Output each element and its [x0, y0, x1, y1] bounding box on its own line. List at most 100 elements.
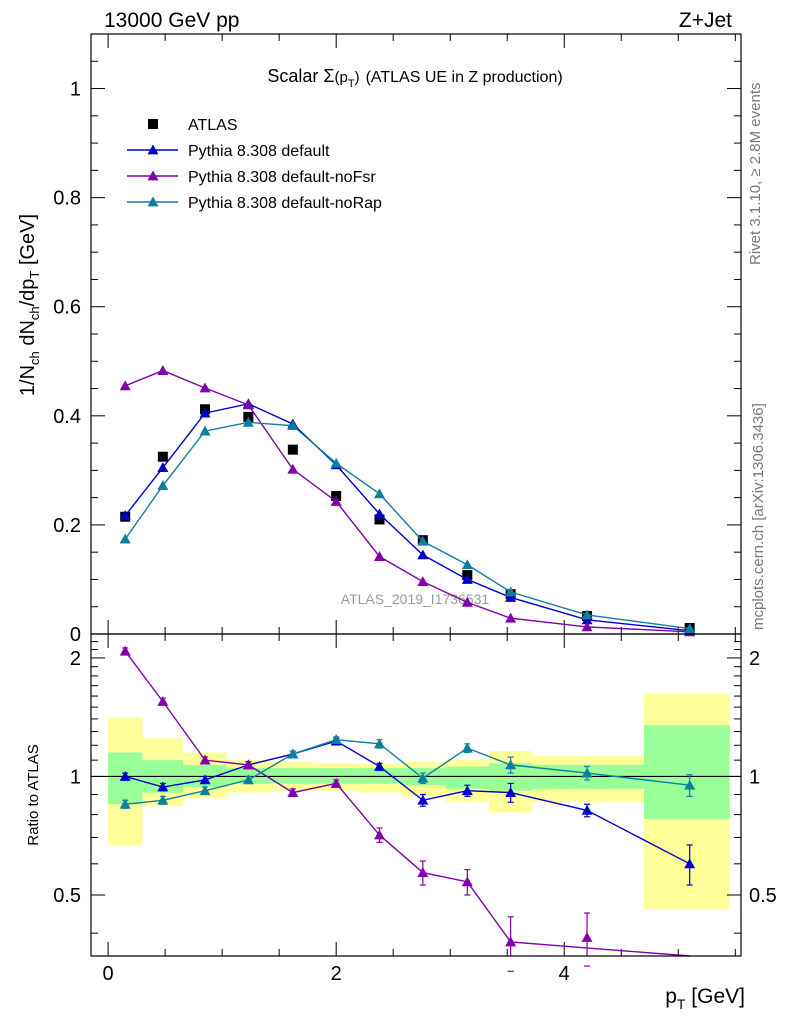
- main-series-marker: [374, 488, 386, 499]
- x-tick-label: 2: [331, 963, 342, 985]
- ratio-series-marker: [242, 759, 254, 770]
- ratio-series-marker: [119, 770, 131, 781]
- ratio-plot-frame: [90, 633, 742, 957]
- main-series-marker: [581, 609, 593, 620]
- ratio-series-marker: [581, 767, 593, 778]
- main-series-marker: [287, 420, 299, 431]
- legend-marker: [147, 170, 159, 181]
- main-series-marker: [157, 480, 169, 491]
- chart-title: Scalar Σ(pT) (ATLAS UE in Z production): [267, 66, 562, 90]
- legend-marker: [147, 144, 159, 155]
- ratio-series-marker: [505, 759, 517, 770]
- ratio-series-marker: [199, 754, 211, 765]
- main-series-marker: [157, 462, 169, 473]
- ratio-series-marker: [330, 777, 342, 788]
- ratio-y-axis-label: Ratio to ATLAS: [25, 744, 42, 845]
- ratio-series-marker: [157, 794, 169, 805]
- main-series-marker: [461, 559, 473, 570]
- atlas-data-point: [374, 514, 385, 525]
- main-series-marker: [374, 551, 386, 561]
- ratio-series-marker: [330, 734, 342, 745]
- legend-label: Pythia 8.308 default-noFsr: [188, 169, 376, 186]
- main-series-line: [124, 421, 690, 630]
- ratio-series-marker: [119, 798, 131, 809]
- title-prefix: Scalar: [267, 66, 323, 86]
- main-series-marker: [199, 382, 211, 393]
- ratio-series-line: [125, 740, 691, 865]
- main-y-tick-label: 0.2: [53, 515, 81, 537]
- title-arg-close: ): [355, 69, 360, 86]
- main-series-marker: [242, 399, 254, 410]
- title-sigma: Σ: [323, 66, 334, 86]
- main-series-marker: [684, 623, 696, 633]
- ratio-band-green: [644, 725, 730, 819]
- atlas-data-point: [157, 451, 168, 462]
- main-series-marker: [119, 510, 131, 521]
- ratio-series-marker: [417, 794, 429, 805]
- main-series-line: [124, 369, 690, 633]
- ratio-series-marker: [684, 858, 696, 869]
- ratio-series-marker: [505, 787, 517, 797]
- main-series-marker: [330, 457, 342, 468]
- ratio-series-marker: [119, 645, 131, 656]
- header-collision-label: 13000 GeV pp: [104, 9, 239, 32]
- ratio-series-marker: [157, 695, 169, 706]
- main-series-marker: [505, 591, 517, 602]
- main-series-marker: [157, 365, 169, 375]
- main-series-marker: [417, 535, 429, 546]
- main-series-marker: [417, 576, 429, 587]
- main-y-tick-label: 0: [70, 624, 81, 646]
- legend-label: ATLAS: [188, 117, 238, 134]
- ratio-y-tick-label-right: 2: [749, 648, 760, 670]
- ratio-series-marker: [581, 804, 593, 815]
- ratio-series-marker: [157, 781, 169, 792]
- legend-marker: [147, 196, 159, 207]
- legend-label: Pythia 8.308 default: [188, 143, 330, 160]
- main-series-marker: [199, 407, 211, 418]
- title-arg-open: (p: [334, 69, 347, 86]
- title-suffix: (ATLAS UE in Z production): [366, 69, 563, 86]
- atlas-data-point: [287, 444, 298, 455]
- main-series-marker: [287, 463, 299, 474]
- ratio-series-marker: [374, 760, 386, 771]
- ratio-band-green: [314, 768, 358, 784]
- ratio-series-marker: [581, 931, 593, 942]
- ratio-series-marker: [461, 876, 473, 887]
- main-y-tick-label: 0.8: [53, 188, 81, 210]
- legend-marker-atlas: [148, 119, 158, 129]
- ratio-y-tick-label-right: 1: [749, 766, 760, 788]
- main-series-marker: [199, 425, 211, 436]
- ratio-y-tick-label: 2: [70, 648, 81, 670]
- ratio-band-green: [357, 768, 402, 784]
- main-series-marker: [417, 549, 429, 560]
- main-series-layer: [119, 365, 696, 637]
- ratio-series-marker: [287, 748, 299, 759]
- ratio-axis-ticks: 0.5 0.5 1 1 2 2 0 2 4: [53, 634, 777, 985]
- ratio-series-layer: [119, 645, 696, 972]
- x-tick-label: 0: [103, 963, 114, 985]
- main-series-marker: [461, 596, 473, 607]
- ratio-series-marker: [461, 742, 473, 753]
- main-series-marker: [119, 380, 131, 391]
- legend-label: Pythia 8.308 default-noRap: [188, 195, 382, 212]
- ratio-y-tick-label: 0.5: [53, 885, 81, 907]
- ratio-series-marker: [199, 785, 211, 796]
- ratio-series-marker: [199, 774, 211, 785]
- main-series-marker: [242, 416, 254, 427]
- main-series-marker: [581, 621, 593, 632]
- ratio-band-green: [270, 768, 315, 784]
- main-series-marker: [461, 573, 473, 584]
- main-series-marker: [505, 586, 517, 597]
- ratio-series-marker: [242, 774, 254, 785]
- main-series-marker: [374, 508, 386, 519]
- main-series-marker: [505, 612, 517, 623]
- main-series-marker: [119, 533, 131, 544]
- x-tick-label: 4: [559, 963, 570, 985]
- main-y-tick-label: 0.6: [53, 297, 81, 319]
- x-axis-label: pT [GeV]: [665, 985, 745, 1012]
- main-axis-ticks: 0 0.2 0.4 0.6 0.8 1: [53, 34, 741, 646]
- ratio-series-marker: [417, 867, 429, 877]
- ratio-series-marker: [461, 785, 473, 796]
- main-series-line: [124, 403, 690, 632]
